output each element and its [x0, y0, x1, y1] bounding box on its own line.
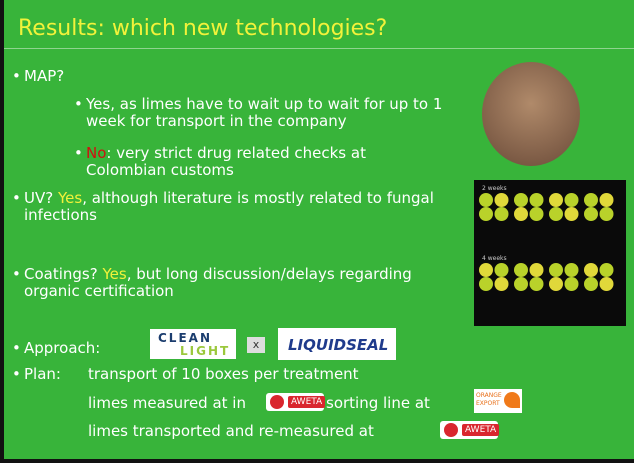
highlight: Yes [58, 189, 82, 207]
bullet: •Plan: [24, 366, 61, 383]
logo-text: ORANGE [476, 392, 502, 399]
bullet: •MAP? [24, 68, 64, 85]
lime [530, 193, 544, 207]
slide-title: Results: which new technologies? [18, 16, 387, 41]
highlight: No [86, 144, 106, 162]
lime [514, 207, 528, 221]
photo-label: 4 weeks [482, 255, 507, 262]
logo-text: AWETA [462, 424, 499, 436]
aweta-logo: AWETA [266, 393, 324, 411]
lime [495, 207, 509, 221]
bullet-label: Approach: [24, 339, 100, 357]
plan-text: limes measured at in [88, 395, 246, 412]
plan-text: sorting line at [326, 395, 430, 412]
cleanlight-logo: CLEAN LIGHT [150, 329, 236, 359]
bullet-text: : very strict drug related checks at Col… [86, 144, 366, 179]
lime [479, 277, 493, 291]
lime [565, 193, 579, 207]
lime [514, 263, 528, 277]
bullet: •Approach: [24, 340, 100, 357]
lime [530, 207, 544, 221]
highlight: Yes [102, 265, 126, 283]
lime [565, 277, 579, 291]
orange-export-logo: ORANGE EXPORT [474, 389, 522, 413]
bullet: •UV? Yes, although literature is mostly … [24, 190, 474, 224]
lime [514, 193, 528, 207]
lime [495, 193, 509, 207]
aweta-logo: AWETA [440, 421, 498, 439]
sub-bullet: •Yes, as limes have to wait up to wait f… [86, 96, 466, 130]
lime [584, 263, 598, 277]
lime [584, 277, 598, 291]
lime [549, 207, 563, 221]
logo-text: EXPORT [476, 400, 500, 407]
logo-text: LIQUIDSEAL [288, 336, 388, 354]
lime [584, 207, 598, 221]
lime [600, 207, 614, 221]
lime [565, 263, 579, 277]
logo-text: AWETA [288, 396, 325, 408]
bullet-text: , although literature is mostly related … [24, 189, 434, 224]
bullet-text: Yes, as limes have to wait up to wait fo… [86, 95, 442, 130]
lime [600, 277, 614, 291]
bullet-label: Coatings? [24, 265, 102, 283]
bullet: •Coatings? Yes, but long discussion/dela… [24, 266, 444, 300]
lime [549, 263, 563, 277]
lime [530, 263, 544, 277]
lime [549, 277, 563, 291]
lime [479, 207, 493, 221]
lime [495, 263, 509, 277]
plan-text: limes transported and re-measured at [88, 423, 374, 440]
logo-text: CLEAN [158, 331, 212, 345]
lime [495, 277, 509, 291]
lime [600, 193, 614, 207]
slide: Results: which new technologies? •MAP? •… [0, 0, 634, 463]
lime [565, 207, 579, 221]
liquidseal-logo: LIQUIDSEAL [278, 328, 396, 360]
title-rule [4, 48, 634, 49]
separator: x [247, 337, 265, 353]
lime [584, 193, 598, 207]
lime [600, 263, 614, 277]
lime [530, 277, 544, 291]
photo-label: 2 weeks [482, 185, 507, 192]
crates-photo [482, 62, 580, 166]
lime [514, 277, 528, 291]
limes-photo: 2 weeks 4 weeks [474, 180, 626, 326]
lime [479, 193, 493, 207]
logo-mark [504, 392, 520, 408]
sub-bullet: •No: very strict drug related checks at … [86, 145, 386, 179]
lime [549, 193, 563, 207]
lime [479, 263, 493, 277]
bullet-label: UV? [24, 189, 58, 207]
bullet-text: MAP? [24, 67, 64, 85]
logo-text: LIGHT [180, 344, 230, 358]
bullet-label: Plan: [24, 365, 61, 383]
plan-text: transport of 10 boxes per treatment [88, 366, 359, 383]
